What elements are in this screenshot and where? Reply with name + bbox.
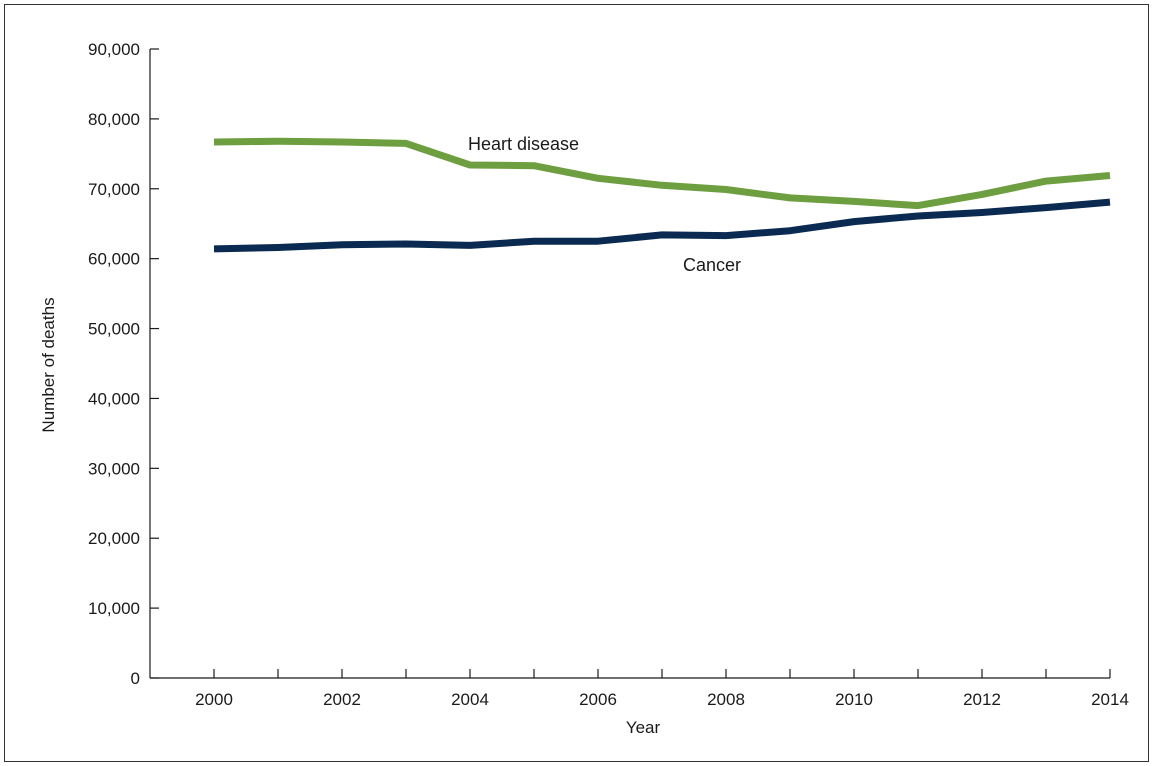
x-tick-label: 2000 — [195, 690, 233, 709]
series-line-heart-disease — [213, 137, 1111, 210]
axes — [149, 49, 1110, 679]
series-lines — [213, 137, 1111, 253]
y-tick-label: 0 — [131, 669, 140, 688]
x-tick-label: 2008 — [707, 690, 745, 709]
y-axis-ticks: 0 10,000 20,000 30,000 40,000 50,000 60,000 70,… — [88, 40, 159, 688]
x-tick-label: 2004 — [451, 690, 489, 709]
x-axis-title: Year — [626, 718, 661, 737]
x-tick-label: 2014 — [1091, 690, 1129, 709]
x-tick-label: 2002 — [323, 690, 361, 709]
chart-frame — [4, 4, 1149, 762]
y-tick-label: 60,000 — [88, 250, 140, 269]
x-tick-label: 2010 — [835, 690, 873, 709]
x-tick-label: 2012 — [963, 690, 1001, 709]
y-tick-label: 30,000 — [88, 459, 140, 478]
y-tick-label: 40,000 — [88, 389, 140, 408]
y-tick-label: 10,000 — [88, 599, 140, 618]
y-tick-label: 20,000 — [88, 529, 140, 548]
y-tick-label: 90,000 — [88, 40, 140, 59]
y-tick-label: 50,000 — [88, 320, 140, 339]
series-label-heart-disease: Heart disease — [468, 134, 579, 154]
x-axis-ticks: 2000 2002 2004 2006 2008 2010 2012 2014 — [195, 669, 1129, 709]
y-tick-label: 80,000 — [88, 110, 140, 129]
x-tick-label: 2006 — [579, 690, 617, 709]
y-axis-title: Number of deaths — [39, 297, 58, 432]
series-label-cancer: Cancer — [683, 255, 741, 275]
series-line-cancer — [213, 198, 1111, 253]
y-tick-label: 70,000 — [88, 180, 140, 199]
